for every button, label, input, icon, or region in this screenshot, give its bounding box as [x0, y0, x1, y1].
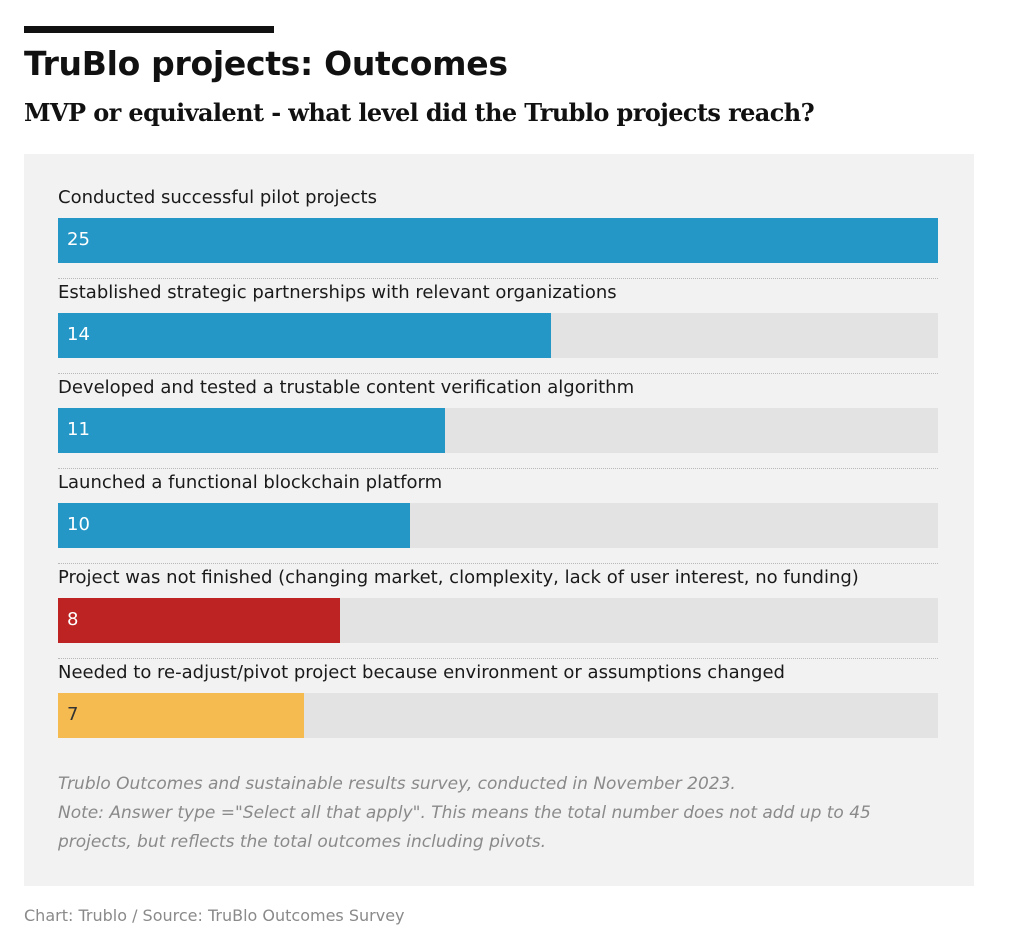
bar-track: 14 [58, 313, 938, 358]
bar-rows: Conducted successful pilot projects 25 Est… [58, 184, 938, 753]
bar-value-label: 11 [67, 419, 90, 440]
chart-panel: Conducted successful pilot projects 25 Est… [24, 154, 974, 886]
bar: 11 [58, 408, 446, 453]
chart-source: Chart: Trublo / Source: TruBlo Outcomes … [24, 906, 405, 925]
bar-track: 8 [58, 598, 938, 643]
note-line: Trublo Outcomes and sustainable results … [58, 774, 736, 794]
bar-label: Developed and tested a trustable content… [58, 377, 635, 398]
bar: 7 [58, 693, 305, 738]
bar-value-label: 14 [67, 324, 90, 345]
bar-row: Needed to re-adjust/pivot project becaus… [58, 659, 938, 753]
bar-value-label: 25 [67, 229, 90, 250]
bar: 8 [58, 598, 340, 643]
bar-row: Developed and tested a trustable content… [58, 374, 938, 469]
bar-label: Launched a functional blockchain platfor… [58, 472, 443, 493]
bar-label: Needed to re-adjust/pivot project becaus… [58, 662, 785, 683]
bar-track: 10 [58, 503, 938, 548]
bar-label: Project was not finished (changing marke… [58, 567, 859, 588]
bar: 10 [58, 503, 410, 548]
note-line: Note: Answer type ="Select all that appl… [58, 803, 871, 823]
bar-track: 11 [58, 408, 938, 453]
bar-track: 7 [58, 693, 938, 738]
bar-row: Established strategic partnerships with … [58, 279, 938, 374]
bar-row: Launched a functional blockchain platfor… [58, 469, 938, 564]
note-line: projects, but reflects the total outcome… [58, 832, 547, 852]
chart-notes: Trublo Outcomes and sustainable results … [58, 770, 918, 857]
bar: 14 [58, 313, 551, 358]
chart-title: TruBlo projects: Outcomes [24, 44, 508, 83]
bar-value-label: 8 [67, 609, 79, 630]
bar: 25 [58, 218, 938, 263]
bar-value-label: 7 [67, 704, 79, 725]
bar-row: Conducted successful pilot projects 25 [58, 184, 938, 279]
bar-label: Established strategic partnerships with … [58, 282, 617, 303]
bar-row: Project was not finished (changing marke… [58, 564, 938, 659]
title-accent-bar [24, 26, 274, 33]
bar-track: 25 [58, 218, 938, 263]
chart-subtitle: MVP or equivalent - what level did the T… [24, 98, 815, 127]
bar-label: Conducted successful pilot projects [58, 187, 377, 208]
bar-value-label: 10 [67, 514, 90, 535]
